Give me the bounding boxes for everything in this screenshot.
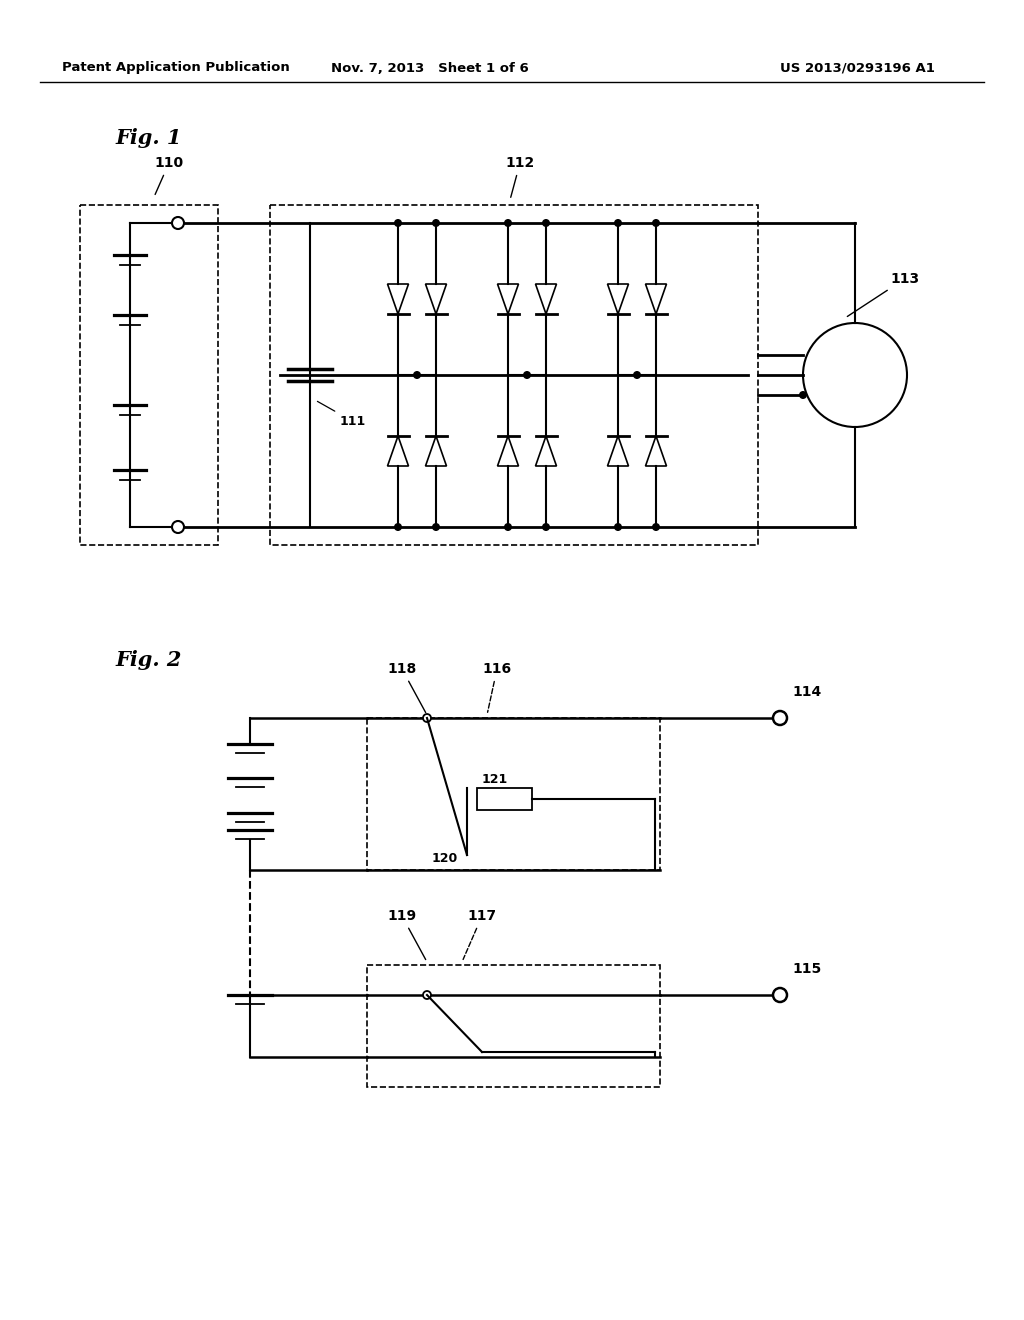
Text: 119: 119 xyxy=(387,909,426,960)
Circle shape xyxy=(542,523,550,531)
Circle shape xyxy=(413,371,421,379)
Circle shape xyxy=(504,523,512,531)
Text: 118: 118 xyxy=(387,663,426,713)
Text: Fig. 2: Fig. 2 xyxy=(115,649,181,671)
Circle shape xyxy=(633,371,641,379)
Text: 120: 120 xyxy=(432,851,459,865)
Bar xyxy=(367,718,660,870)
Text: 112: 112 xyxy=(506,156,535,197)
Circle shape xyxy=(542,219,550,227)
Circle shape xyxy=(803,323,907,426)
Circle shape xyxy=(614,523,622,531)
Circle shape xyxy=(773,987,787,1002)
Text: 117: 117 xyxy=(463,909,497,960)
Text: 114: 114 xyxy=(792,685,821,700)
Text: Nov. 7, 2013   Sheet 1 of 6: Nov. 7, 2013 Sheet 1 of 6 xyxy=(331,62,528,74)
Text: 111: 111 xyxy=(317,401,367,428)
Circle shape xyxy=(652,523,660,531)
Circle shape xyxy=(423,991,431,999)
Circle shape xyxy=(394,523,402,531)
Text: US 2013/0293196 A1: US 2013/0293196 A1 xyxy=(780,62,935,74)
Text: Fig. 1: Fig. 1 xyxy=(115,128,181,148)
Text: 110: 110 xyxy=(155,156,183,194)
Text: 116: 116 xyxy=(482,663,512,713)
Circle shape xyxy=(773,711,787,725)
Circle shape xyxy=(799,391,807,399)
Circle shape xyxy=(614,219,622,227)
Circle shape xyxy=(394,219,402,227)
Circle shape xyxy=(432,219,440,227)
Text: 115: 115 xyxy=(792,962,821,975)
Circle shape xyxy=(652,219,660,227)
Circle shape xyxy=(172,521,184,533)
Circle shape xyxy=(504,219,512,227)
Circle shape xyxy=(423,714,431,722)
Circle shape xyxy=(172,216,184,228)
Circle shape xyxy=(432,523,440,531)
Bar xyxy=(477,788,532,810)
Bar xyxy=(270,205,758,545)
Circle shape xyxy=(523,371,531,379)
Bar xyxy=(80,205,218,545)
Text: 113: 113 xyxy=(847,272,920,317)
Text: Patent Application Publication: Patent Application Publication xyxy=(62,62,290,74)
Text: 121: 121 xyxy=(482,774,508,785)
Bar xyxy=(367,965,660,1086)
